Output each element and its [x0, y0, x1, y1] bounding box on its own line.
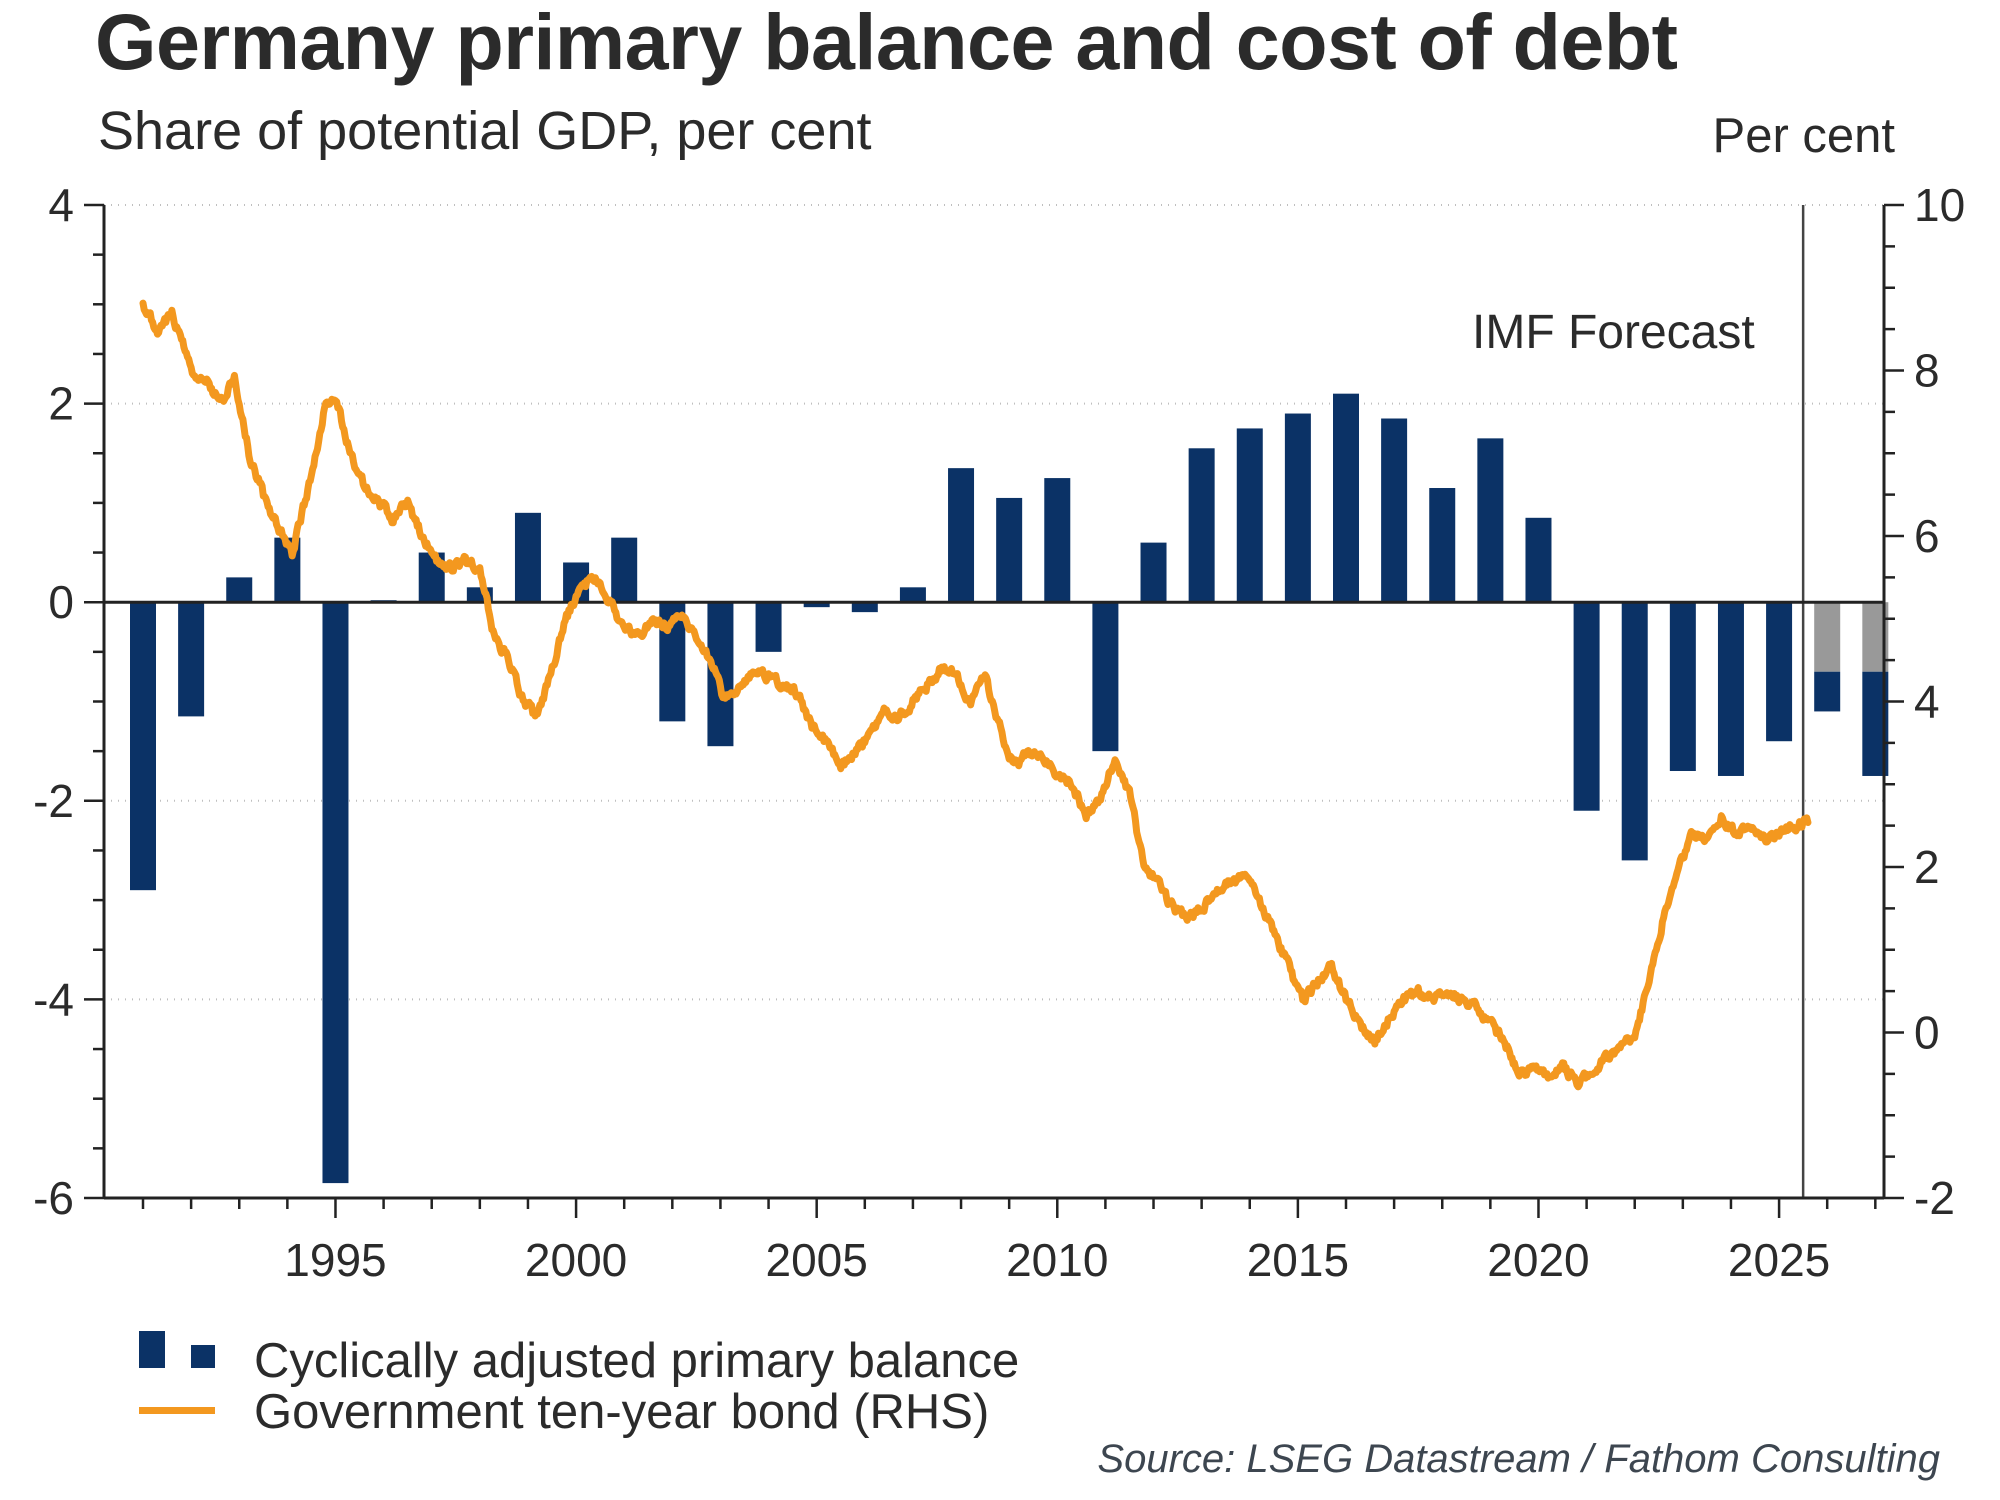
svg-text:2005: 2005 — [766, 1234, 868, 1286]
svg-text:4: 4 — [1914, 676, 1940, 728]
svg-text:-2: -2 — [33, 775, 74, 827]
svg-text:0: 0 — [1914, 1007, 1940, 1059]
svg-text:10: 10 — [1914, 179, 1965, 231]
svg-text:-2: -2 — [1914, 1172, 1955, 1224]
svg-text:2015: 2015 — [1247, 1234, 1349, 1286]
svg-text:2020: 2020 — [1487, 1234, 1589, 1286]
svg-text:8: 8 — [1914, 345, 1940, 397]
svg-text:-4: -4 — [33, 973, 74, 1025]
svg-text:4: 4 — [48, 179, 74, 231]
svg-text:2: 2 — [1914, 841, 1940, 893]
svg-text:1995: 1995 — [284, 1234, 386, 1286]
svg-text:0: 0 — [48, 576, 74, 628]
svg-text:-6: -6 — [33, 1172, 74, 1224]
svg-text:6: 6 — [1914, 510, 1940, 562]
svg-text:2010: 2010 — [1006, 1234, 1108, 1286]
svg-text:2: 2 — [48, 378, 74, 430]
svg-text:2000: 2000 — [525, 1234, 627, 1286]
svg-text:2025: 2025 — [1728, 1234, 1830, 1286]
